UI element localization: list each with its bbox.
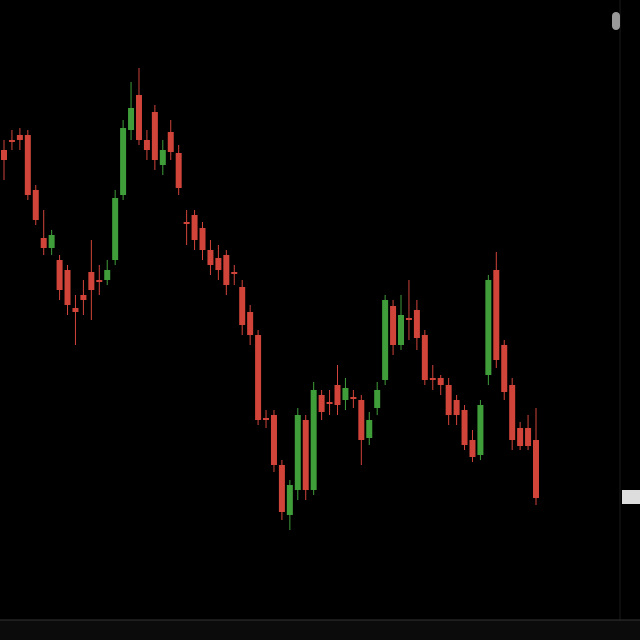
candle-body (366, 420, 373, 438)
candle-body (239, 287, 246, 325)
candle-body (405, 318, 412, 320)
candle-body (247, 312, 254, 335)
candle-body (469, 440, 476, 457)
candle-body (231, 272, 238, 274)
candle-body (533, 440, 539, 498)
candle-body (96, 280, 103, 282)
candle-body (398, 315, 405, 345)
time-axis (0, 620, 640, 640)
candle-body (159, 150, 166, 165)
candle-body (413, 310, 420, 338)
candle-body (278, 465, 285, 512)
candle-body (342, 388, 349, 400)
candle-body (509, 385, 516, 440)
candle-body (191, 215, 198, 240)
last-price-tag (622, 490, 640, 504)
candle-body (199, 228, 206, 250)
candle-body (326, 402, 333, 404)
candle-body (501, 345, 508, 392)
candle-body (104, 270, 111, 280)
candle-body (493, 270, 500, 360)
candle-body (390, 306, 397, 345)
candle-body (48, 235, 55, 248)
candle-body (143, 140, 150, 150)
candle-body (128, 108, 135, 130)
candle-body (374, 390, 381, 408)
candle-body (175, 153, 182, 188)
candle-body (80, 295, 87, 300)
candle-body (429, 378, 436, 380)
candle-body (8, 140, 15, 142)
candle-body (32, 190, 39, 220)
candle-body (16, 135, 23, 140)
candles (1, 68, 539, 530)
candle-body (135, 95, 142, 140)
candle-body (334, 385, 341, 405)
candle-body (525, 428, 532, 446)
candle-body (120, 128, 127, 195)
candle-body (421, 335, 428, 380)
candle-body (286, 485, 293, 515)
candle-body (167, 132, 174, 152)
candle-body (310, 390, 317, 490)
candle-body (485, 280, 492, 375)
candle-body (270, 415, 277, 465)
candle-body (318, 395, 325, 412)
candle-body (302, 420, 309, 490)
candle-body (453, 400, 460, 415)
candle-body (382, 300, 389, 380)
candle-body (294, 415, 301, 490)
candle-body (40, 238, 47, 248)
candle-body (183, 222, 190, 224)
candle-body (72, 308, 79, 312)
candle-body (350, 397, 357, 399)
candle-body (1, 150, 7, 160)
candle-body (215, 258, 222, 270)
candle-body (477, 405, 484, 455)
candle-body (64, 270, 71, 305)
candle-body (263, 418, 270, 420)
scroll-handle[interactable] (612, 12, 620, 30)
candle-body (223, 255, 230, 285)
candle-body (358, 400, 365, 440)
candle-body (437, 378, 444, 385)
candle-body (255, 335, 262, 420)
candle-body (24, 135, 31, 195)
candle-body (151, 112, 158, 160)
candle-body (207, 250, 214, 265)
candle-body (461, 410, 468, 445)
candle-body (56, 260, 63, 290)
candle-body (88, 272, 95, 290)
candle-body (445, 385, 452, 415)
candle-body (112, 198, 119, 260)
candle-body (517, 428, 524, 446)
